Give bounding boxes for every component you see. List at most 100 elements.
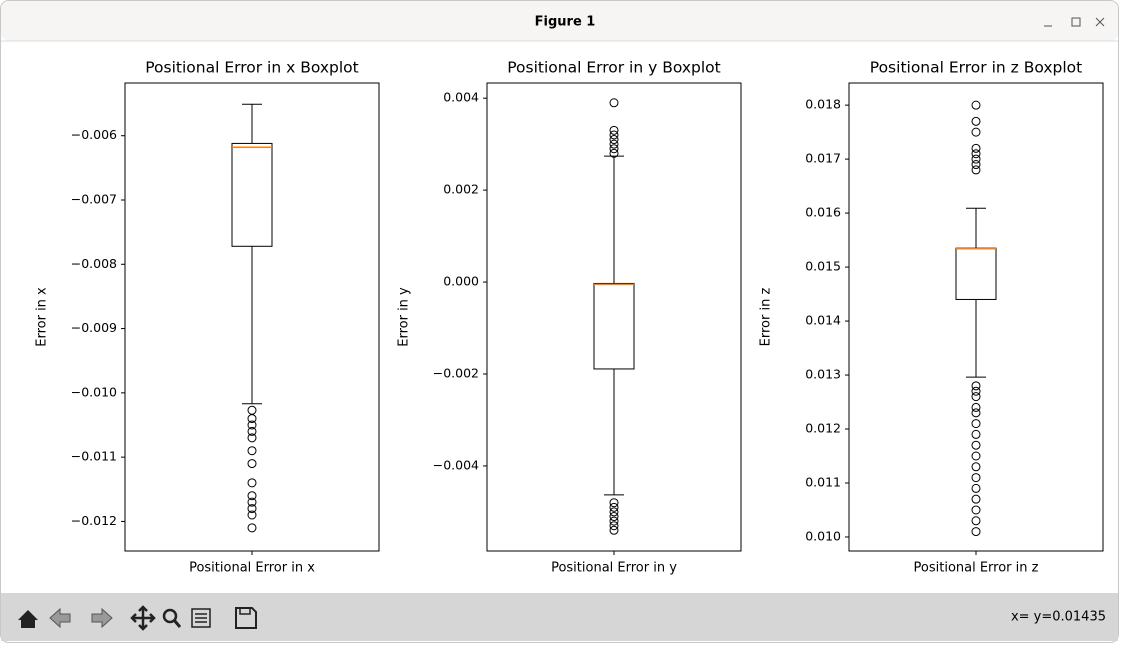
outlier xyxy=(971,505,981,515)
outlier xyxy=(247,510,257,520)
outlier xyxy=(247,497,257,507)
outlier xyxy=(971,473,981,483)
outlier xyxy=(609,125,619,135)
y-tick-label: −0.004 xyxy=(433,457,479,472)
outlier xyxy=(609,135,619,145)
y-tick-label: 0.012 xyxy=(805,421,841,436)
back-button[interactable] xyxy=(49,607,71,629)
y-tick-label: 0.016 xyxy=(805,205,841,220)
outlier xyxy=(971,462,981,472)
outlier xyxy=(971,516,981,526)
y-tick-label: 0.017 xyxy=(805,151,841,166)
box xyxy=(231,142,273,247)
y-axis-label: Error in x xyxy=(35,287,50,347)
y-tick-label: −0.012 xyxy=(71,513,117,528)
outlier xyxy=(971,483,981,493)
y-tick-label: 0.002 xyxy=(443,182,479,197)
y-tick-label: −0.009 xyxy=(71,320,117,335)
outlier xyxy=(247,459,257,469)
y-tick-label: 0.018 xyxy=(805,97,841,112)
y-tick-label: 0.010 xyxy=(805,528,841,543)
outlier xyxy=(247,523,257,533)
home-button[interactable] xyxy=(18,610,38,628)
outlier xyxy=(971,419,981,429)
y-tick-label: 0.011 xyxy=(805,474,841,489)
outlier xyxy=(609,502,619,512)
forward-button[interactable] xyxy=(91,607,113,629)
toolbar-icons xyxy=(18,605,257,631)
maximize-button[interactable] xyxy=(1071,17,1081,27)
outlier xyxy=(971,429,981,439)
title-bar xyxy=(1,1,1118,41)
y-tick-label: 0.013 xyxy=(805,367,841,382)
chart-title: Positional Error in x Boxplot xyxy=(145,59,358,77)
window-title: Figure 1 xyxy=(535,15,596,30)
pan-button[interactable] xyxy=(130,605,156,631)
outlier xyxy=(971,402,981,412)
outlier xyxy=(609,98,619,108)
outlier xyxy=(971,408,981,418)
y-tick-label: −0.007 xyxy=(71,192,117,207)
outlier xyxy=(609,144,619,154)
y-tick-label: −0.006 xyxy=(71,127,117,142)
outlier xyxy=(609,148,619,158)
y-axis-label: Error in z xyxy=(759,288,774,347)
outlier xyxy=(971,527,981,537)
outlier xyxy=(247,414,257,424)
y-tick-label: 0.014 xyxy=(805,313,841,328)
chart-title: Positional Error in y Boxplot xyxy=(507,59,720,77)
outlier xyxy=(247,478,257,488)
y-tick-label: −0.008 xyxy=(71,256,117,271)
outlier xyxy=(609,130,619,140)
outlier xyxy=(971,143,981,153)
outlier xyxy=(609,521,619,531)
outlier xyxy=(971,165,981,175)
toolbar xyxy=(1,593,1118,641)
outlier xyxy=(971,494,981,504)
outlier xyxy=(247,504,257,514)
outlier xyxy=(971,440,981,450)
status-text: x= y=0.01435 xyxy=(1011,610,1106,625)
outlier xyxy=(971,381,981,391)
outlier xyxy=(971,116,981,126)
outlier xyxy=(609,498,619,508)
outlier xyxy=(609,516,619,526)
outlier xyxy=(609,525,619,535)
zoom-handle xyxy=(172,619,182,628)
x-tick-label: Positional Error in x xyxy=(189,561,315,576)
outlier xyxy=(971,392,981,402)
x-tick-label: Positional Error in y xyxy=(551,561,677,576)
y-tick-label: 0.015 xyxy=(805,259,841,274)
y-tick-label: −0.011 xyxy=(71,449,117,464)
outlier xyxy=(971,160,981,170)
outlier xyxy=(609,507,619,517)
y-tick-label: 0.004 xyxy=(443,90,479,105)
outlier xyxy=(609,512,619,522)
zoom-button[interactable] xyxy=(162,608,178,624)
outlier xyxy=(971,127,981,137)
save-icon-detail xyxy=(239,607,251,615)
y-tick-label: −0.010 xyxy=(71,384,117,399)
close-button[interactable] xyxy=(1095,17,1105,27)
outlier xyxy=(609,139,619,149)
y-tick-label: −0.002 xyxy=(433,366,479,381)
x-tick-label: Positional Error in z xyxy=(914,561,1039,576)
box xyxy=(593,282,635,370)
outlier xyxy=(247,491,257,501)
y-tick-label: 0.000 xyxy=(443,274,479,289)
outlier xyxy=(247,420,257,430)
chart-title: Positional Error in z Boxplot xyxy=(870,59,1082,77)
outlier xyxy=(247,426,257,436)
outlier xyxy=(247,446,257,456)
outlier xyxy=(247,433,257,443)
y-axis-label: Error in y xyxy=(397,287,412,347)
configure-button[interactable] xyxy=(191,608,211,628)
outlier xyxy=(971,100,981,110)
outlier xyxy=(971,154,981,164)
outlier xyxy=(971,149,981,159)
outlier xyxy=(971,451,981,461)
outlier xyxy=(971,386,981,396)
